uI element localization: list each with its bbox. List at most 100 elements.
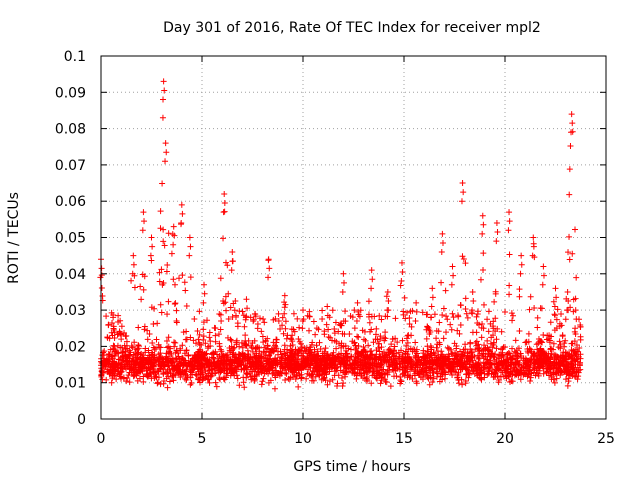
data-point xyxy=(450,273,456,279)
data-point xyxy=(191,316,197,322)
data-point xyxy=(240,374,246,380)
data-point xyxy=(479,231,485,237)
data-point xyxy=(99,293,105,299)
data-point xyxy=(526,331,532,337)
data-point xyxy=(339,375,345,381)
data-point xyxy=(355,300,361,306)
data-point xyxy=(572,325,578,331)
data-point xyxy=(218,275,224,281)
data-point xyxy=(163,140,169,146)
data-point xyxy=(229,249,235,255)
data-point xyxy=(563,316,569,322)
data-point xyxy=(405,332,411,338)
data-point xyxy=(527,378,533,384)
data-point xyxy=(334,383,340,389)
data-point xyxy=(311,318,317,324)
data-point xyxy=(235,375,241,381)
x-tick-label: 15 xyxy=(395,431,413,447)
x-tick-label: 5 xyxy=(198,431,207,447)
data-point xyxy=(282,377,288,383)
data-point xyxy=(479,334,485,340)
data-point xyxy=(495,229,501,235)
data-point xyxy=(202,291,208,297)
data-point xyxy=(553,285,559,291)
data-point xyxy=(458,302,464,308)
data-point xyxy=(317,340,323,346)
data-point xyxy=(141,287,147,293)
data-point xyxy=(214,384,220,390)
data-point xyxy=(221,209,227,215)
data-points xyxy=(97,78,583,391)
data-point xyxy=(178,220,184,226)
x-tick-label: 25 xyxy=(597,431,615,447)
data-point xyxy=(369,276,375,282)
data-point xyxy=(530,235,536,241)
data-point xyxy=(535,315,541,321)
data-point xyxy=(398,283,404,289)
data-point xyxy=(499,329,505,335)
data-point xyxy=(478,277,484,283)
data-point xyxy=(567,143,573,149)
data-point xyxy=(241,324,247,330)
data-point xyxy=(201,282,207,288)
data-point xyxy=(465,315,471,321)
data-point xyxy=(439,249,445,255)
data-point xyxy=(368,348,374,354)
data-point xyxy=(518,271,524,277)
data-point xyxy=(441,335,447,341)
data-point xyxy=(449,264,455,270)
data-point xyxy=(459,198,465,204)
data-point xyxy=(283,318,289,324)
data-point xyxy=(216,375,222,381)
data-point xyxy=(458,322,464,328)
data-point xyxy=(566,234,572,240)
data-point xyxy=(179,202,185,208)
data-point xyxy=(354,318,360,324)
data-point xyxy=(486,328,492,334)
data-point xyxy=(162,242,168,248)
data-point xyxy=(162,158,168,164)
data-point xyxy=(439,231,445,237)
data-point xyxy=(352,325,358,331)
data-point xyxy=(573,275,579,281)
data-point xyxy=(538,305,544,311)
data-point xyxy=(130,253,136,259)
data-point xyxy=(312,332,318,338)
data-point xyxy=(566,192,572,198)
data-point xyxy=(519,262,525,268)
data-point xyxy=(432,311,438,317)
x-tick-label: 20 xyxy=(496,431,514,447)
data-point xyxy=(306,328,312,334)
data-point xyxy=(299,325,305,331)
data-point xyxy=(460,180,466,186)
data-point xyxy=(470,289,476,295)
data-point xyxy=(341,280,347,286)
data-point xyxy=(291,311,297,317)
data-point xyxy=(99,265,105,271)
data-point xyxy=(385,289,391,295)
data-point xyxy=(443,313,449,319)
data-point xyxy=(558,311,564,317)
data-point xyxy=(160,97,166,103)
data-point xyxy=(363,338,369,344)
x-axis-title: GPS time / hours xyxy=(293,459,410,475)
data-point xyxy=(513,337,519,343)
data-point xyxy=(507,252,513,258)
data-point xyxy=(324,322,330,328)
data-point xyxy=(463,295,469,301)
data-point xyxy=(438,348,444,354)
data-point xyxy=(172,300,178,306)
data-point xyxy=(474,329,480,335)
data-point xyxy=(163,149,169,155)
data-point xyxy=(439,312,445,318)
data-point xyxy=(213,380,219,386)
data-point xyxy=(540,282,546,288)
data-point xyxy=(518,253,524,259)
data-point xyxy=(569,120,575,126)
data-point xyxy=(172,301,178,307)
data-point xyxy=(573,316,579,322)
y-tick-label: 0 xyxy=(77,412,86,428)
data-point xyxy=(145,336,151,342)
data-point xyxy=(103,313,109,319)
data-point xyxy=(569,111,575,117)
